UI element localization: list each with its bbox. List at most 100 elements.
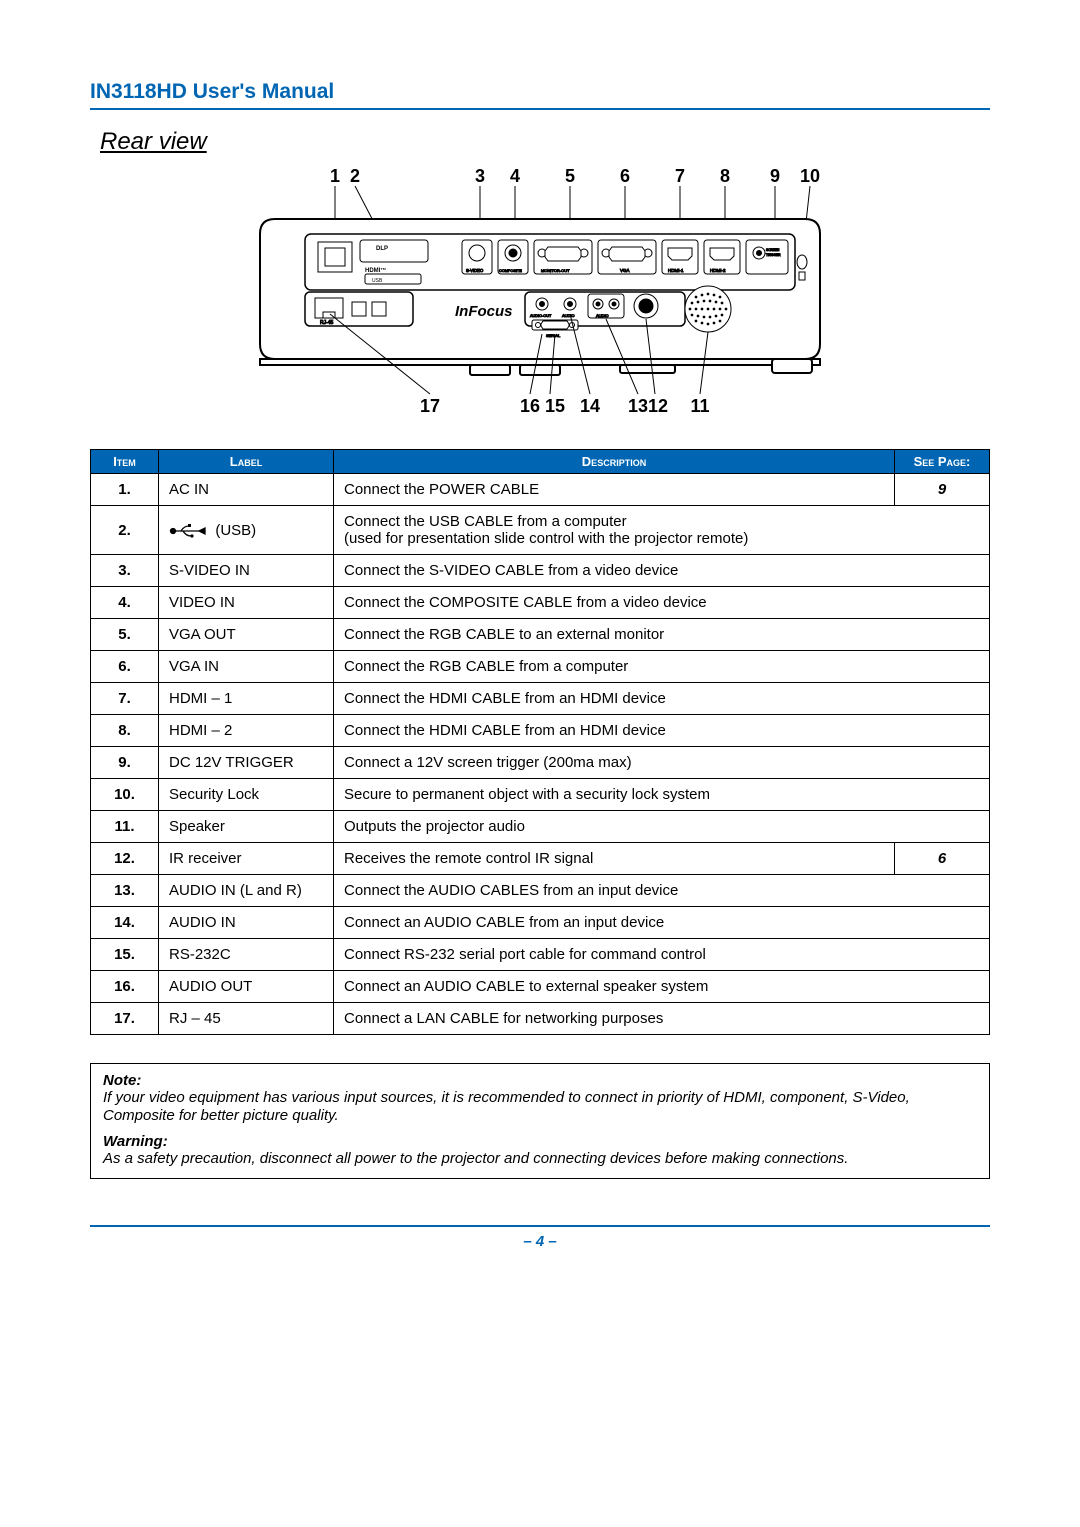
top-label-4: 4 bbox=[510, 166, 520, 186]
cell-item: 17. bbox=[91, 1003, 159, 1035]
table-row: 5.VGA OUTConnect the RGB CABLE to an ext… bbox=[91, 619, 990, 651]
cell-description: Secure to permanent object with a securi… bbox=[334, 779, 990, 811]
table-row: 17.RJ – 45Connect a LAN CABLE for networ… bbox=[91, 1003, 990, 1035]
bottom-label-15: 15 bbox=[545, 396, 565, 416]
cell-description: Connect the RGB CABLE to an external mon… bbox=[334, 619, 990, 651]
cell-item: 11. bbox=[91, 811, 159, 843]
table-row: 2. (USB)Connect the USB CABLE from a com… bbox=[91, 506, 990, 555]
section-title: Rear view bbox=[100, 128, 990, 156]
footer-rule bbox=[90, 1225, 990, 1227]
cell-description: Connect an AUDIO CABLE from an input dev… bbox=[334, 907, 990, 939]
cell-description: Outputs the projector audio bbox=[334, 811, 990, 843]
bottom-label-17: 17 bbox=[420, 396, 440, 416]
cell-label: AUDIO IN bbox=[159, 907, 334, 939]
table-row: 10.Security LockSecure to permanent obje… bbox=[91, 779, 990, 811]
logo-hdmi: HDMI™ bbox=[365, 267, 386, 274]
cell-description: Connect the S-VIDEO CABLE from a video d… bbox=[334, 555, 990, 587]
port-cap-usb: USB bbox=[372, 278, 383, 284]
table-row: 8.HDMI – 2Connect the HDMI CABLE from an… bbox=[91, 715, 990, 747]
table-row: 11.SpeakerOutputs the projector audio bbox=[91, 811, 990, 843]
cell-description: Connect the USB CABLE from a computer(us… bbox=[334, 506, 990, 555]
top-label-7: 7 bbox=[675, 166, 685, 186]
cell-item: 8. bbox=[91, 715, 159, 747]
port-cap-rj45: RJ-45 bbox=[320, 320, 334, 326]
port-cap-audio14: AUDIO bbox=[562, 313, 575, 318]
bottom-label-13: 13 bbox=[628, 396, 648, 416]
cell-label: (USB) bbox=[159, 506, 334, 555]
table-row: 16.AUDIO OUTConnect an AUDIO CABLE to ex… bbox=[91, 971, 990, 1003]
port-cap-serial: SERIAL bbox=[546, 333, 561, 338]
cell-description: Connect RS-232 serial port cable for com… bbox=[334, 939, 990, 971]
cell-label: Security Lock bbox=[159, 779, 334, 811]
bottom-label-12: 12 bbox=[648, 396, 668, 416]
bottom-label-14: 14 bbox=[580, 396, 600, 416]
port-cap-monout: MONITOR-OUT bbox=[541, 268, 570, 273]
table-row: 9.DC 12V TRIGGERConnect a 12V screen tri… bbox=[91, 747, 990, 779]
top-label-9: 9 bbox=[770, 166, 780, 186]
top-label-1: 1 bbox=[330, 166, 340, 186]
table-row: 12.IR receiverReceives the remote contro… bbox=[91, 843, 990, 875]
port-cap-aout: AUDIO-OUT bbox=[530, 314, 552, 318]
cell-label: AC IN bbox=[159, 474, 334, 506]
logo-dlp: DLP bbox=[376, 246, 388, 252]
cell-label: AUDIO IN (L and R) bbox=[159, 875, 334, 907]
top-label-10: 10 bbox=[800, 166, 820, 186]
cell-item: 15. bbox=[91, 939, 159, 971]
page-header: IN3118HD User's Manual bbox=[90, 80, 990, 110]
cell-description: Receives the remote control IR signal bbox=[334, 843, 895, 875]
cell-item: 14. bbox=[91, 907, 159, 939]
port-cap-audio13: AUDIO bbox=[596, 313, 609, 318]
cell-description: Connect a LAN CABLE for networking purpo… bbox=[334, 1003, 990, 1035]
cell-description: Connect the AUDIO CABLES from an input d… bbox=[334, 875, 990, 907]
projector-rear-svg: 1 2 3 4 5 6 7 8 9 10 DLP bbox=[230, 164, 850, 434]
cell-description: Connect the RGB CABLE from a computer bbox=[334, 651, 990, 683]
cell-label: AUDIO OUT bbox=[159, 971, 334, 1003]
warning-title: Warning: bbox=[103, 1133, 977, 1150]
cell-label: HDMI – 1 bbox=[159, 683, 334, 715]
col-label: Label bbox=[159, 450, 334, 474]
bottom-label-11: 11 bbox=[690, 396, 709, 416]
cell-label: RS-232C bbox=[159, 939, 334, 971]
rear-view-diagram: 1 2 3 4 5 6 7 8 9 10 DLP bbox=[90, 164, 990, 439]
port-cap-comp: COMPOSITE bbox=[499, 269, 522, 273]
cell-description: Connect the HDMI CABLE from an HDMI devi… bbox=[334, 683, 990, 715]
note-title: Note: bbox=[103, 1072, 977, 1089]
cell-item: 13. bbox=[91, 875, 159, 907]
port-cap-trig2: TRIGGER bbox=[766, 253, 781, 257]
cell-seepage: 9 bbox=[895, 474, 990, 506]
port-cap-vga: VGA bbox=[620, 268, 630, 273]
table-row: 4.VIDEO INConnect the COMPOSITE CABLE fr… bbox=[91, 587, 990, 619]
cell-item: 1. bbox=[91, 474, 159, 506]
cell-description: Connect an AUDIO CABLE to external speak… bbox=[334, 971, 990, 1003]
cell-label: RJ – 45 bbox=[159, 1003, 334, 1035]
cell-description: Connect the COMPOSITE CABLE from a video… bbox=[334, 587, 990, 619]
cell-item: 4. bbox=[91, 587, 159, 619]
table-row: 15.RS-232CConnect RS-232 serial port cab… bbox=[91, 939, 990, 971]
cell-item: 6. bbox=[91, 651, 159, 683]
cell-item: 12. bbox=[91, 843, 159, 875]
warning-body: As a safety precaution, disconnect all p… bbox=[103, 1150, 977, 1168]
cell-label: Speaker bbox=[159, 811, 334, 843]
top-label-6: 6 bbox=[620, 166, 630, 186]
cell-item: 7. bbox=[91, 683, 159, 715]
cell-item: 2. bbox=[91, 506, 159, 555]
col-desc: Description bbox=[334, 450, 895, 474]
port-cap-svideo: S-VIDEO bbox=[466, 268, 484, 273]
cell-item: 3. bbox=[91, 555, 159, 587]
table-row: 13.AUDIO IN (L and R)Connect the AUDIO C… bbox=[91, 875, 990, 907]
cell-item: 9. bbox=[91, 747, 159, 779]
header-rule bbox=[90, 108, 990, 110]
cell-item: 5. bbox=[91, 619, 159, 651]
table-row: 7.HDMI – 1Connect the HDMI CABLE from an… bbox=[91, 683, 990, 715]
cell-label: S-VIDEO IN bbox=[159, 555, 334, 587]
top-label-2: 2 bbox=[350, 166, 360, 186]
port-cap-hdmi1: HDMI-1 bbox=[668, 268, 684, 273]
top-label-8: 8 bbox=[720, 166, 730, 186]
cell-item: 10. bbox=[91, 779, 159, 811]
cell-description: Connect a 12V screen trigger (200ma max) bbox=[334, 747, 990, 779]
cell-label: DC 12V TRIGGER bbox=[159, 747, 334, 779]
cell-seepage: 6 bbox=[895, 843, 990, 875]
port-cap-trig1: SCREEN bbox=[766, 248, 780, 252]
col-page: See Page: bbox=[895, 450, 990, 474]
bottom-label-16: 16 bbox=[520, 396, 540, 416]
